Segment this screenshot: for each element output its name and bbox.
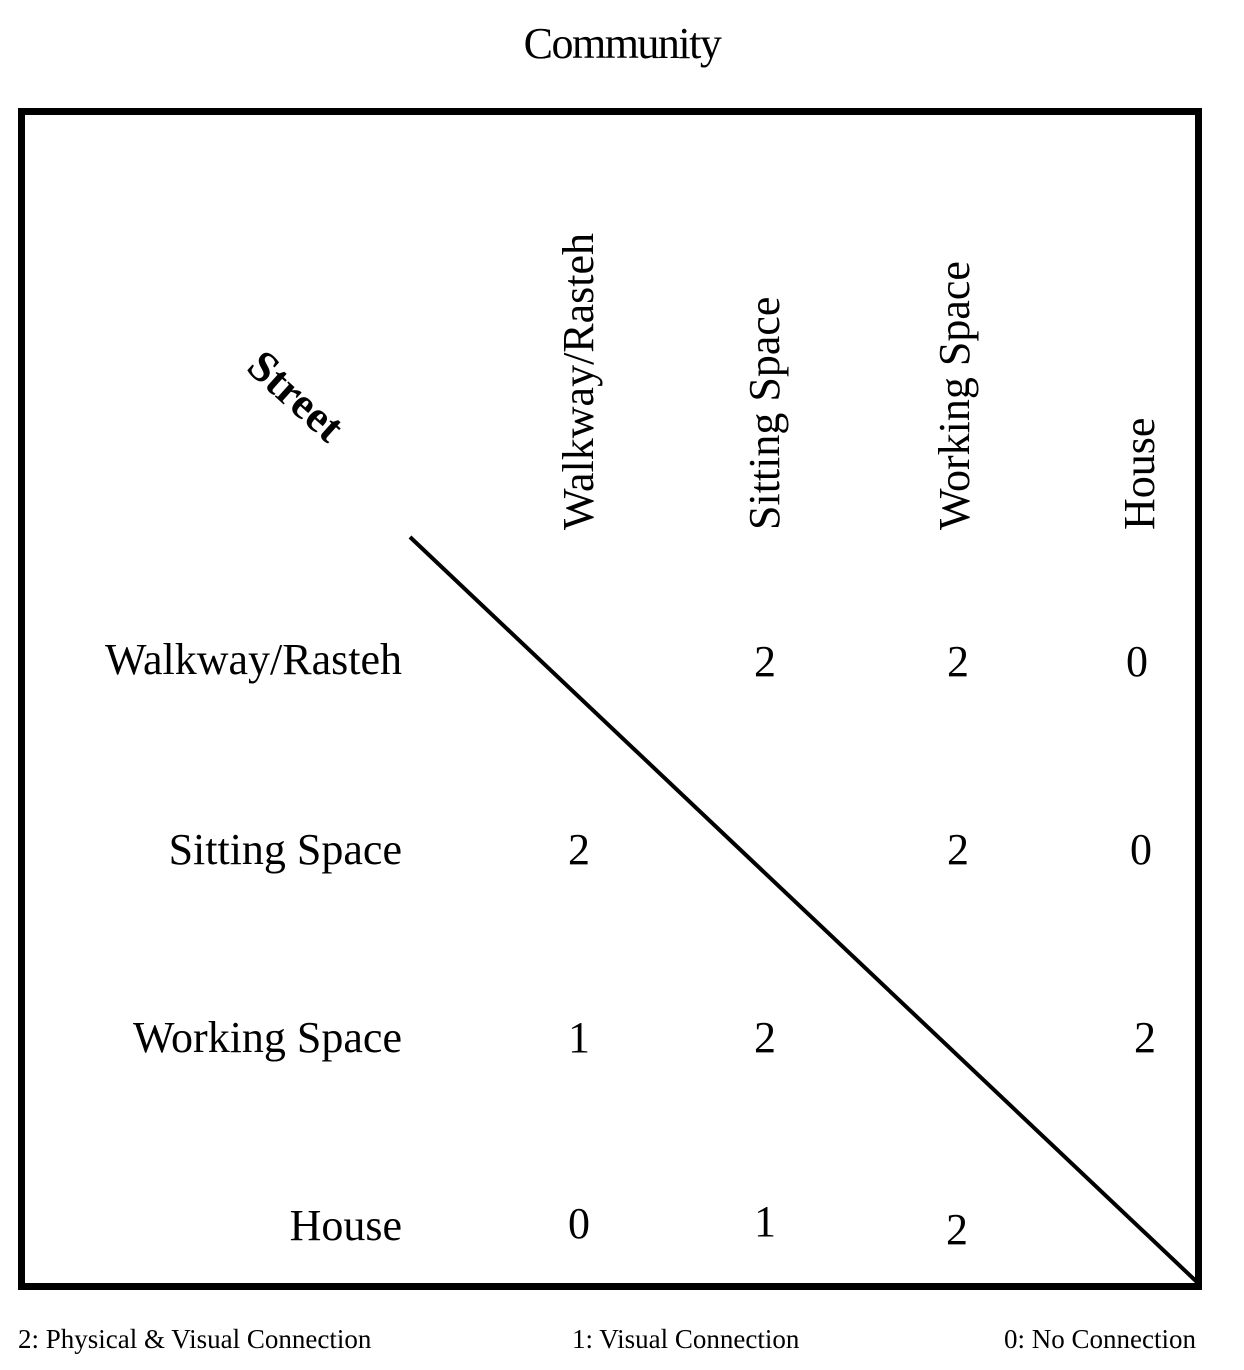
matrix-cell: 1 (568, 1013, 590, 1062)
matrix-frame (18, 108, 1202, 1290)
matrix-cell: 2 (754, 637, 776, 686)
matrix-cell: 0 (568, 1199, 590, 1248)
column-header-house: House (1115, 417, 1164, 530)
matrix-cell: 1 (754, 1197, 776, 1246)
legend-visual: 1: Visual Connection (572, 1324, 800, 1354)
legend-no-connection: 0: No Connection (1004, 1324, 1196, 1354)
column-header-working-space: Working Space (930, 261, 979, 530)
matrix-cell: 2 (946, 1205, 968, 1254)
column-header-sitting-space: Sitting Space (740, 296, 789, 530)
row-label-walkway: Walkway/Rasteh (104, 635, 402, 684)
matrix-cell: 2 (568, 825, 590, 874)
matrix-cell: 2 (947, 637, 969, 686)
row-label-house: House (289, 1201, 402, 1250)
diagram-title: Community (523, 19, 722, 68)
column-header-walkway: Walkway/Rasteh (554, 232, 603, 530)
row-label-working-space: Working Space (133, 1013, 402, 1062)
matrix-cell: 2 (947, 825, 969, 874)
legend-physical-visual: 2: Physical & Visual Connection (18, 1324, 372, 1354)
matrix-cell: 2 (754, 1013, 776, 1062)
diagonal-line (408, 535, 1200, 1285)
row-label-sitting-space: Sitting Space (168, 825, 402, 874)
matrix-cell: 0 (1130, 825, 1152, 874)
matrix-cell: 2 (1134, 1013, 1156, 1062)
matrix-cell: 0 (1126, 637, 1148, 686)
